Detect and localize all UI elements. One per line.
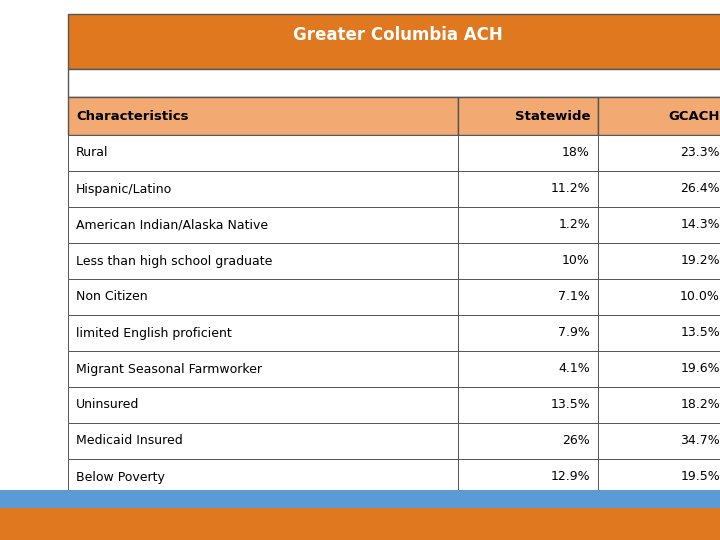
- Text: Migrant Seasonal Farmworker: Migrant Seasonal Farmworker: [76, 362, 262, 375]
- Bar: [68, 69, 720, 97]
- Text: 18.2%: 18.2%: [680, 399, 720, 411]
- Text: 34.7%: 34.7%: [680, 435, 720, 448]
- Text: 10.0%: 10.0%: [680, 291, 720, 303]
- Text: Uninsured: Uninsured: [76, 399, 140, 411]
- Bar: [68, 171, 458, 207]
- Bar: [458, 315, 598, 351]
- Text: 14.3%: 14.3%: [680, 219, 720, 232]
- Bar: [458, 423, 598, 459]
- Bar: [68, 207, 458, 243]
- Bar: [68, 315, 458, 351]
- Bar: [458, 207, 598, 243]
- Text: limited English proficient: limited English proficient: [76, 327, 232, 340]
- Bar: [458, 387, 598, 423]
- Text: 26%: 26%: [562, 435, 590, 448]
- Bar: [458, 135, 598, 171]
- Bar: [598, 315, 720, 351]
- Text: 11.2%: 11.2%: [550, 183, 590, 195]
- Text: Non Citizen: Non Citizen: [76, 291, 148, 303]
- Bar: [0, 508, 720, 540]
- Bar: [68, 279, 458, 315]
- Bar: [598, 279, 720, 315]
- Bar: [598, 351, 720, 387]
- Bar: [68, 423, 458, 459]
- Bar: [68, 387, 458, 423]
- Bar: [458, 351, 598, 387]
- Text: Hispanic/Latino: Hispanic/Latino: [76, 183, 172, 195]
- Bar: [598, 423, 720, 459]
- Text: Characteristics: Characteristics: [76, 110, 189, 123]
- Bar: [68, 97, 458, 135]
- Bar: [68, 14, 720, 69]
- Text: 19.6%: 19.6%: [680, 362, 720, 375]
- Text: 10%: 10%: [562, 254, 590, 267]
- Text: 4.1%: 4.1%: [558, 362, 590, 375]
- Text: 12.9%: 12.9%: [550, 470, 590, 483]
- Text: Less than high school graduate: Less than high school graduate: [76, 254, 272, 267]
- Text: 1.2%: 1.2%: [558, 219, 590, 232]
- Text: 23.3%: 23.3%: [680, 146, 720, 159]
- Text: Greater Columbia ACH: Greater Columbia ACH: [293, 26, 503, 44]
- Bar: [68, 459, 458, 495]
- Text: American Indian/Alaska Native: American Indian/Alaska Native: [76, 219, 268, 232]
- Bar: [598, 171, 720, 207]
- Text: GCACH: GCACH: [668, 110, 720, 123]
- Text: Below Poverty: Below Poverty: [76, 470, 165, 483]
- Text: 19.2%: 19.2%: [680, 254, 720, 267]
- Bar: [68, 135, 458, 171]
- Bar: [598, 243, 720, 279]
- Bar: [68, 351, 458, 387]
- Text: 26.4%: 26.4%: [680, 183, 720, 195]
- Bar: [458, 243, 598, 279]
- Bar: [458, 171, 598, 207]
- Text: 19.5%: 19.5%: [680, 470, 720, 483]
- Text: 13.5%: 13.5%: [550, 399, 590, 411]
- Bar: [68, 243, 458, 279]
- Text: 13.5%: 13.5%: [680, 327, 720, 340]
- Text: 7.9%: 7.9%: [558, 327, 590, 340]
- Bar: [458, 279, 598, 315]
- Text: 7.1%: 7.1%: [558, 291, 590, 303]
- Text: 18%: 18%: [562, 146, 590, 159]
- Bar: [0, 490, 720, 508]
- Bar: [458, 459, 598, 495]
- Text: Medicaid Insured: Medicaid Insured: [76, 435, 183, 448]
- Text: Rural: Rural: [76, 146, 109, 159]
- Bar: [598, 207, 720, 243]
- Bar: [598, 387, 720, 423]
- Bar: [598, 459, 720, 495]
- Bar: [458, 97, 598, 135]
- Text: Statewide: Statewide: [515, 110, 590, 123]
- Bar: [598, 135, 720, 171]
- Bar: [598, 97, 720, 135]
